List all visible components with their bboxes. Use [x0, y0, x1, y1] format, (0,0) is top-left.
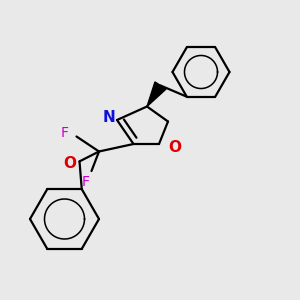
- Text: O: O: [168, 140, 181, 154]
- Text: F: F: [82, 175, 89, 189]
- Text: O: O: [64, 156, 76, 171]
- Text: N: N: [103, 110, 116, 125]
- Polygon shape: [147, 82, 166, 106]
- Text: F: F: [61, 127, 69, 140]
